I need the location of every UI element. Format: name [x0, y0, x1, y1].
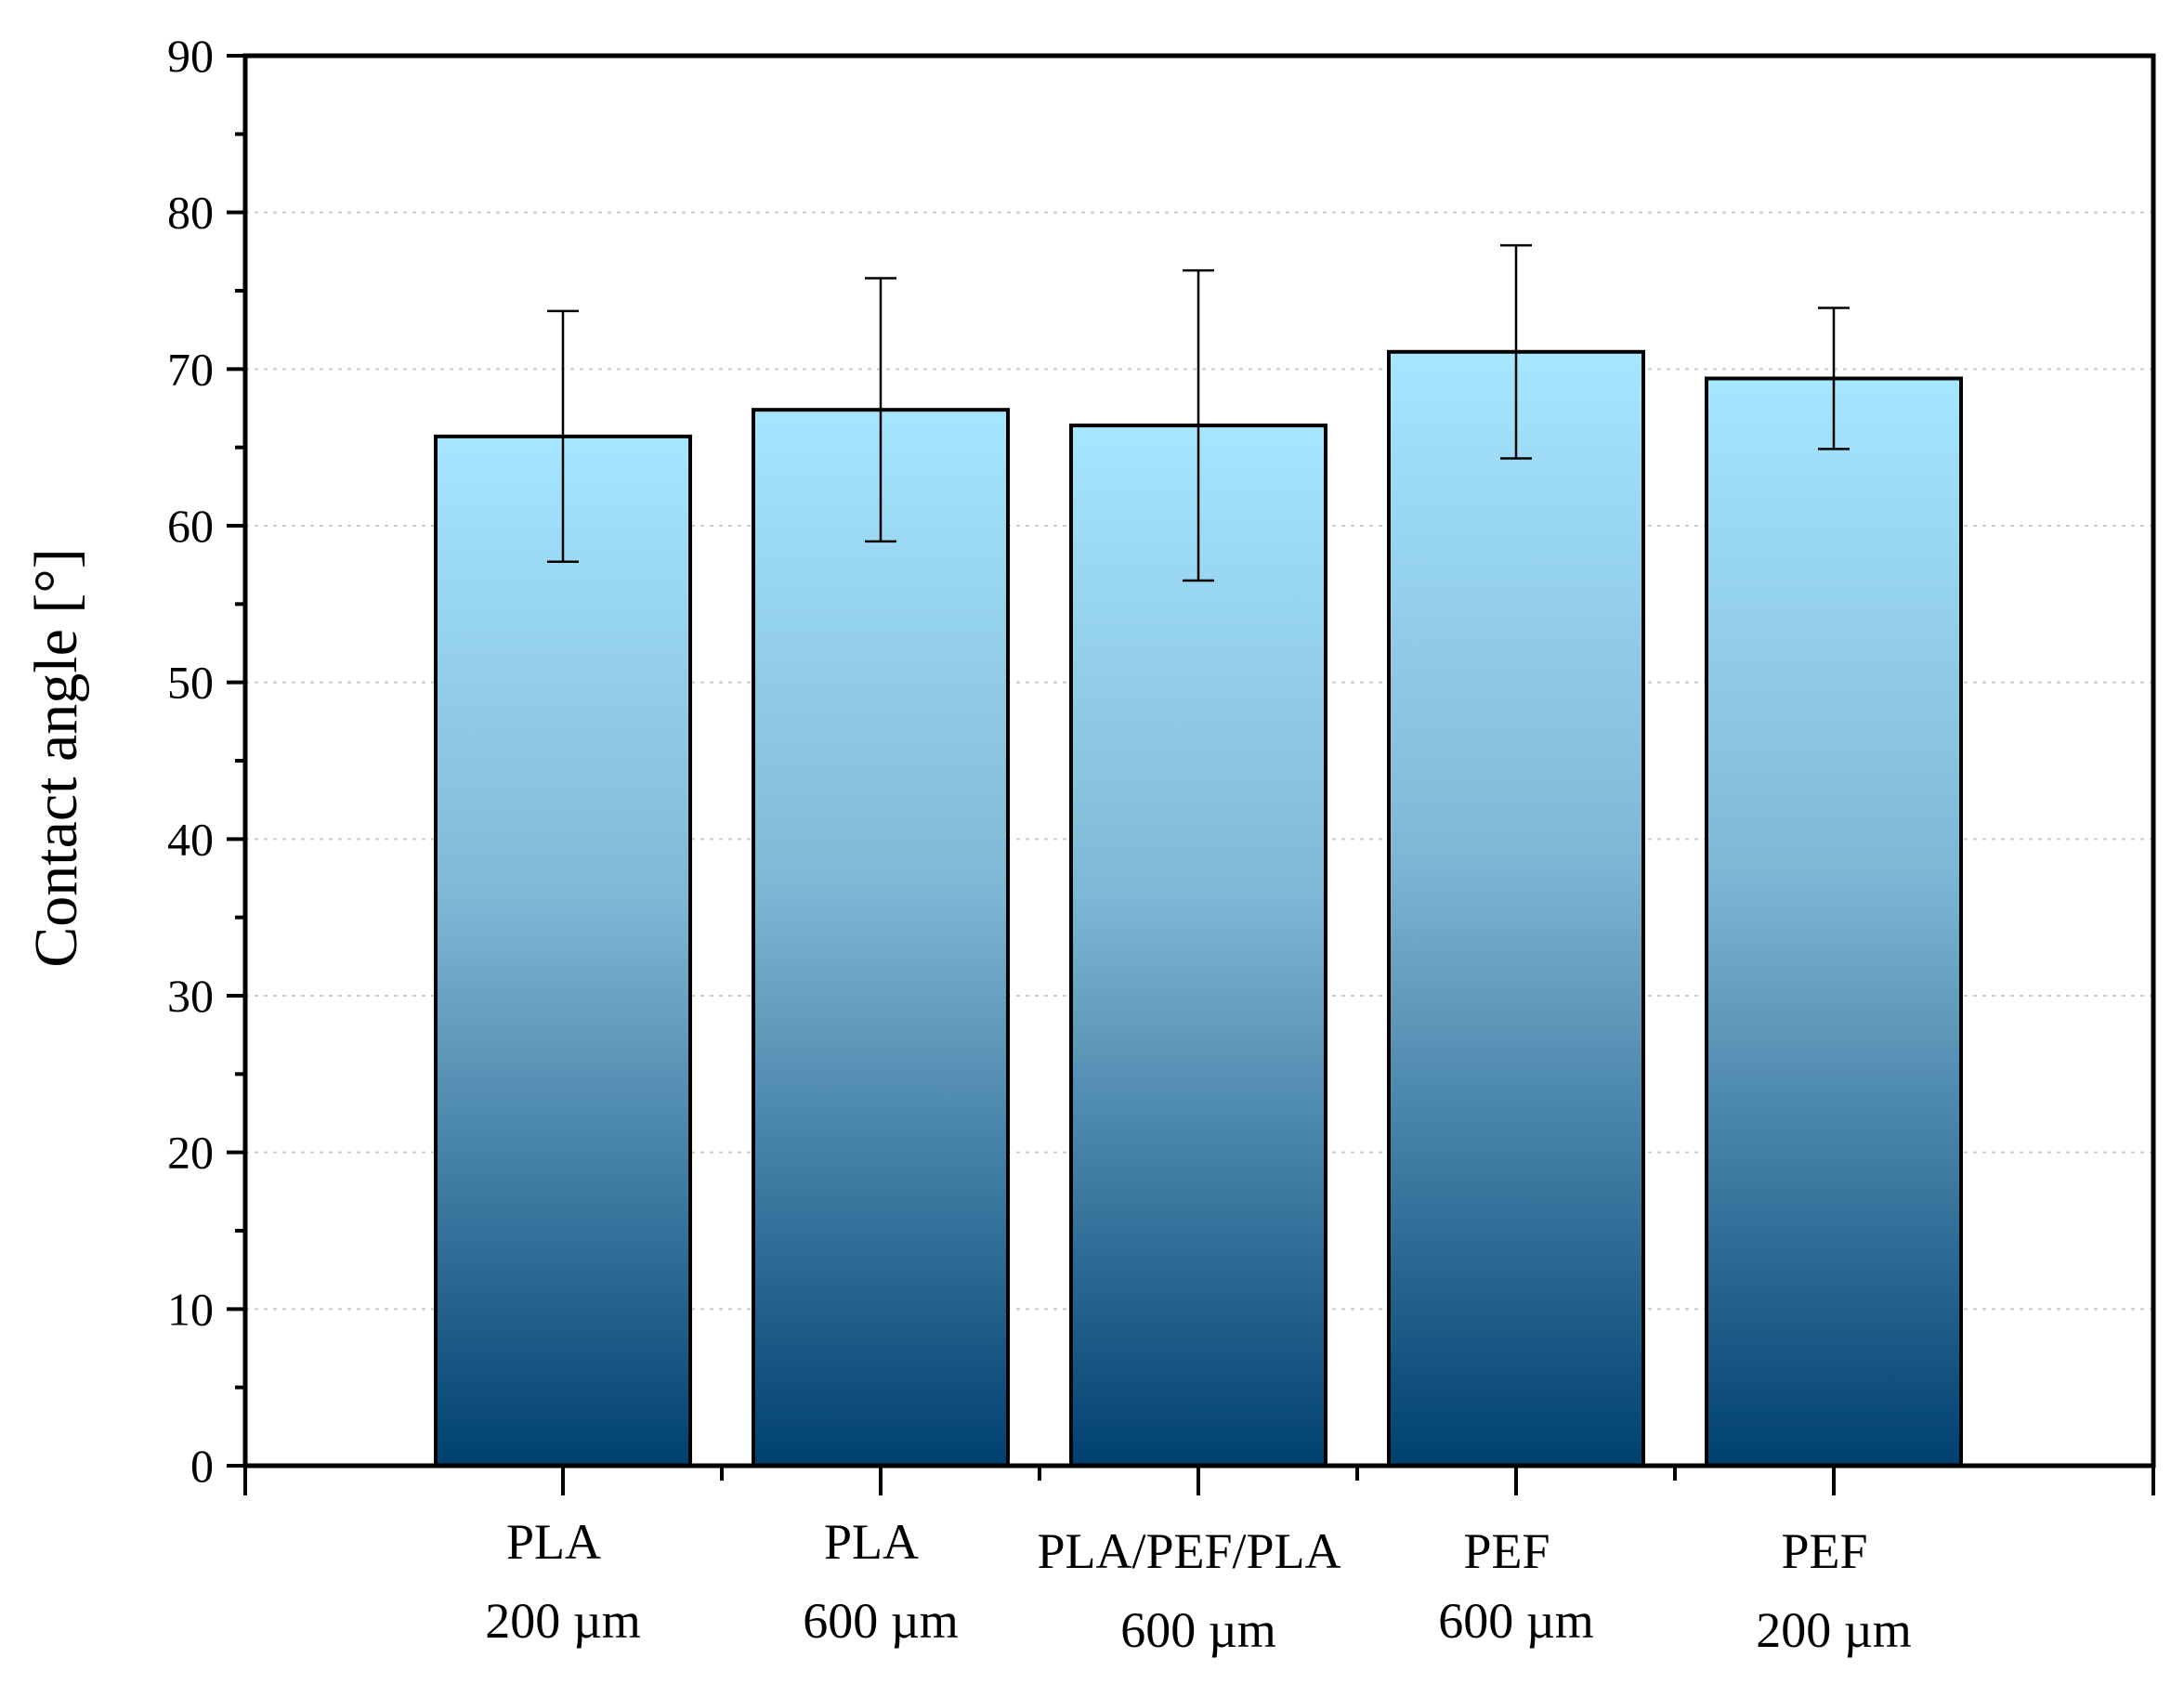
category-label-line2: 200 µm — [485, 1593, 641, 1649]
category-label-line1: PLA/PEF/PLA — [1037, 1523, 1340, 1579]
y-tick-label: 60 — [167, 500, 214, 552]
category-label-line1: PEF — [1781, 1523, 1867, 1579]
y-tick-label: 40 — [167, 813, 214, 865]
category-label-line2: 600 µm — [803, 1593, 959, 1649]
bar — [752, 408, 1010, 1469]
labels: 0 10 20 30 40 50 60 70 80 90 PLA 200 µm PLA 600 µm PLA… — [167, 30, 1912, 1658]
y-tick-label: 30 — [167, 970, 214, 1022]
error-bars — [547, 243, 1850, 582]
axes — [227, 53, 2156, 1495]
category-label-line1: PEF — [1463, 1523, 1550, 1579]
bar — [1387, 349, 1645, 1468]
bar — [1705, 376, 1963, 1468]
y-tick-label: 10 — [167, 1283, 214, 1335]
y-tick-label: 90 — [167, 30, 214, 82]
category-label-line2: 200 µm — [1756, 1602, 1912, 1658]
category-label-line1: PLA — [824, 1514, 919, 1570]
y-tick-label: 80 — [167, 187, 214, 239]
y-axis-title: Contact angle [°] — [22, 548, 90, 968]
y-tick-label: 20 — [167, 1127, 214, 1179]
y-tick-label: 70 — [167, 343, 214, 395]
category-label-line2: 600 µm — [1120, 1602, 1276, 1658]
bars — [434, 349, 1963, 1469]
bar — [434, 434, 692, 1468]
category-label-line2: 600 µm — [1438, 1593, 1594, 1649]
y-tick-label: 50 — [167, 657, 214, 709]
bar — [1069, 424, 1327, 1468]
y-tick-label: 0 — [190, 1440, 214, 1492]
category-label-line1: PLA — [506, 1514, 601, 1570]
